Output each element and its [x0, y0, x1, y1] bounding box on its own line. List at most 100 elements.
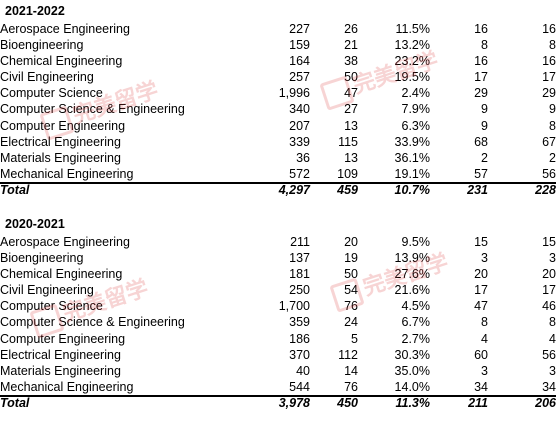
applicants-cell: 207	[289, 118, 310, 133]
applicants-cell: 211	[290, 235, 310, 249]
total-admit-rate-cell: 10.7%	[394, 182, 430, 197]
final-cell: 34	[542, 379, 556, 394]
table-row: Electrical Engineering 339 115 33.9% 68 67	[0, 134, 556, 150]
admit-rate-cell: 13.2%	[394, 38, 430, 53]
enrolled-cell: 4	[481, 331, 488, 346]
admitted-cell: 26	[344, 22, 358, 36]
admit-rate-cell: 2.4%	[401, 86, 431, 101]
enrolled-cell: 16	[474, 54, 488, 69]
total-applicants-cell: 4,297	[278, 182, 310, 197]
final-cell: 16	[542, 54, 556, 69]
table-row: Aerospace Engineering 211 20 9.5% 15 15	[0, 234, 556, 250]
admitted-cell: 115	[338, 134, 358, 149]
total-row: Total 3,978 450 11.3% 211 206	[0, 395, 556, 412]
total-admitted-cell: 450	[337, 395, 358, 410]
total-enrolled-cell: 211	[468, 395, 488, 410]
admit-rate-cell: 30.3%	[394, 347, 430, 362]
table-row: Civil Engineering 257 50 19.5% 17 17	[0, 69, 556, 85]
final-cell: 8	[549, 38, 556, 53]
admitted-cell: 50	[344, 267, 358, 282]
applicants-cell: 572	[289, 166, 310, 181]
program-name-cell: Computer Science	[0, 299, 103, 314]
admitted-cell: 109	[337, 166, 358, 181]
table-row: Mechanical Engineering 544 76 14.0% 34 34	[0, 379, 556, 395]
applicants-cell: 159	[289, 38, 310, 53]
applicants-cell: 1,996	[278, 86, 310, 101]
admitted-cell: 27	[344, 102, 358, 117]
admitted-cell: 54	[344, 283, 358, 298]
program-name-cell: Bioengineering	[0, 38, 84, 53]
admit-rate-cell: 11.5%	[395, 22, 430, 36]
total-admit-rate-cell: 11.3%	[395, 395, 430, 410]
table-row: Computer Engineering 207 13 6.3% 9 8	[0, 118, 556, 134]
enrolled-cell: 57	[474, 166, 488, 181]
program-name-cell: Aerospace Engineering	[0, 22, 130, 36]
program-name-cell: Chemical Engineering	[0, 267, 123, 282]
applicants-cell: 544	[289, 379, 310, 394]
admit-rate-cell: 6.7%	[401, 315, 431, 330]
table-row: Computer Science & Engineering 340 27 7.9% 9…	[0, 101, 556, 117]
program-name-cell: Materials Engineering	[0, 363, 121, 378]
final-cell: 46	[542, 299, 556, 314]
enrolled-cell: 8	[481, 315, 488, 330]
total-divider-rule	[0, 395, 556, 397]
program-name-cell: Mechanical Engineering	[0, 166, 134, 181]
final-cell: 56	[542, 347, 556, 362]
enrolled-cell: 47	[474, 299, 488, 314]
final-cell: 20	[542, 267, 556, 282]
enrolled-cell: 29	[474, 86, 488, 101]
table-row: Electrical Engineering 370 112 30.3% 60 56	[0, 347, 556, 363]
admitted-cell: 50	[344, 70, 358, 85]
table-row: Computer Science 1,996 47 2.4% 29 29	[0, 85, 556, 101]
program-name-cell: Computer Science	[0, 86, 103, 101]
total-admitted-cell: 459	[337, 182, 358, 197]
final-cell: 8	[549, 315, 556, 330]
admit-rate-cell: 13.9%	[394, 251, 430, 266]
program-name-cell: Computer Science & Engineering	[0, 315, 185, 330]
applicants-cell: 36	[296, 150, 310, 165]
enrolled-cell: 3	[481, 363, 488, 378]
program-name-cell: Materials Engineering	[0, 150, 121, 165]
table-row: Computer Science & Engineering 359 24 6.7% 8…	[0, 314, 556, 330]
total-divider-rule	[0, 182, 556, 184]
final-cell: 9	[549, 102, 556, 117]
final-cell: 15	[542, 235, 556, 249]
table-row: Bioengineering 137 19 13.9% 3 3	[0, 250, 556, 266]
table-row: Civil Engineering 250 54 21.6% 17 17	[0, 282, 556, 298]
final-cell: 56	[542, 166, 556, 181]
admit-rate-cell: 14.0%	[394, 379, 430, 394]
enrolled-cell: 8	[481, 38, 488, 53]
table-row: Aerospace Engineering 227 26 11.5% 16 16	[0, 21, 556, 37]
program-name-cell: Computer Engineering	[0, 118, 126, 133]
table-row: Computer Science 1,700 76 4.5% 47 46	[0, 298, 556, 314]
enrolled-cell: 16	[474, 22, 488, 36]
admitted-cell: 76	[344, 379, 358, 394]
final-cell: 16	[542, 22, 556, 36]
admitted-cell: 38	[344, 54, 358, 69]
total-label: Total	[0, 182, 30, 197]
applicants-cell: 250	[289, 283, 310, 298]
table-row: Bioengineering 159 21 13.2% 8 8	[0, 37, 556, 53]
applicants-cell: 227	[289, 22, 310, 36]
total-enrolled-cell: 231	[467, 182, 488, 197]
admissions-table-2021-2022: Aerospace Engineering 227 26 11.5% 16 16 Bioen…	[0, 21, 556, 199]
admitted-cell: 13	[344, 118, 358, 133]
admit-rate-cell: 33.9%	[394, 134, 430, 149]
final-cell: 17	[542, 70, 556, 85]
admit-rate-cell: 19.5%	[394, 70, 430, 85]
admit-rate-cell: 35.0%	[394, 363, 430, 378]
enrolled-cell: 15	[474, 235, 488, 249]
enrolled-cell: 68	[474, 134, 488, 149]
table-row: Computer Engineering 186 5 2.7% 4 4	[0, 331, 556, 347]
enrolled-cell: 20	[474, 267, 488, 282]
applicants-cell: 370	[289, 347, 310, 362]
admitted-cell: 112	[338, 347, 358, 362]
admit-rate-cell: 2.7%	[401, 331, 431, 346]
admit-rate-cell: 6.3%	[401, 118, 431, 133]
final-cell: 17	[542, 283, 556, 298]
program-name-cell: Civil Engineering	[0, 283, 94, 298]
total-final-cell: 206	[535, 395, 556, 410]
admitted-cell: 5	[351, 331, 358, 346]
applicants-cell: 137	[289, 251, 310, 266]
admit-rate-cell: 21.6%	[394, 283, 430, 298]
